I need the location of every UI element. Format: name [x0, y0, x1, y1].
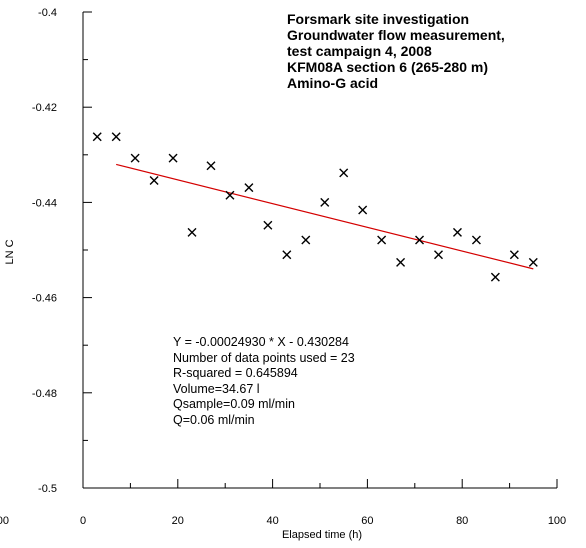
regression-line	[116, 163, 534, 270]
data-point	[130, 153, 140, 163]
r-squared: R-squared = 0.645894	[173, 366, 298, 380]
data-point	[225, 190, 235, 200]
data-point	[339, 168, 349, 178]
data-point	[415, 235, 425, 245]
x-tick-label: 60	[361, 515, 373, 527]
data-point	[263, 220, 273, 230]
data-point	[282, 250, 292, 260]
x-tick-label: 100	[548, 515, 566, 527]
regression-stats: Y = -0.00024930 * X - 0.430284 Number of…	[173, 335, 355, 428]
data-point-stroke	[282, 250, 292, 260]
data-point	[471, 235, 481, 245]
data-point-stroke	[187, 227, 197, 237]
volume: Volume=34.67 l	[173, 381, 260, 396]
data-point	[168, 153, 178, 163]
data-point-stroke	[434, 250, 443, 260]
data-point-stroke	[92, 132, 102, 142]
x-tick-label: 80	[456, 515, 468, 527]
y-tick-label: -0.44	[32, 197, 57, 209]
data-point	[244, 183, 254, 193]
data-point	[206, 161, 216, 171]
q-value: Q=0.06 ml/min	[173, 412, 255, 427]
data-point-stroke	[339, 168, 349, 178]
data-point-stroke	[263, 220, 273, 230]
data-point-stroke	[111, 132, 121, 142]
title-line: Amino-G acid	[287, 75, 379, 91]
data-point-stroke	[225, 190, 235, 200]
title-line: Forsmark site investigation	[287, 11, 470, 27]
x-tick-label: 20	[172, 515, 184, 527]
x-tick-label: 0	[80, 515, 86, 527]
data-point	[320, 197, 330, 207]
data-point-stroke	[490, 272, 500, 282]
y-tick-label: -0.4	[38, 7, 57, 19]
title-line: test campaign 4, 2008	[287, 43, 432, 59]
data-point-stroke	[168, 153, 178, 163]
data-point-stroke	[528, 257, 538, 267]
chart-title: Forsmark site investigation Groundwater …	[287, 11, 505, 91]
data-point	[396, 257, 406, 267]
data-point-stroke	[206, 161, 216, 171]
data-point-stroke	[377, 235, 387, 245]
data-point-stroke	[415, 235, 425, 245]
title-line: KFM08A section 6 (265-280 m)	[287, 59, 488, 75]
y-axis-label: LN C	[4, 239, 16, 264]
data-point-stroke	[301, 235, 311, 245]
data-point	[187, 227, 197, 237]
data-point-stroke	[149, 176, 159, 185]
data-points-used: Number of data points used = 23	[173, 350, 355, 365]
qsample: Qsample=0.09 ml/min	[173, 397, 295, 411]
data-point-stroke	[320, 197, 330, 207]
x-extra-tick-label: -100	[0, 515, 9, 527]
y-tick-label: -0.46	[32, 293, 57, 305]
data-point	[358, 205, 368, 215]
data-point-stroke	[471, 235, 481, 245]
data-point	[490, 272, 500, 282]
data-point-stroke	[358, 205, 368, 215]
data-point-stroke	[244, 183, 254, 193]
x-axis-label: Elapsed time (h)	[282, 529, 362, 541]
data-point-stroke	[130, 153, 140, 163]
data-point	[92, 132, 102, 142]
data-point	[434, 250, 443, 260]
data-point	[528, 257, 538, 267]
y-tick-label: -0.48	[32, 388, 57, 400]
data-point	[452, 227, 462, 237]
y-tick-label: -0.42	[32, 102, 57, 114]
data-point	[111, 132, 121, 142]
y-tick-label: -0.5	[38, 483, 57, 495]
data-point-stroke	[509, 250, 519, 260]
data-point	[149, 176, 159, 185]
data-point	[509, 250, 519, 260]
data-point	[377, 235, 387, 245]
regression-equation: Y = -0.00024930 * X - 0.430284	[173, 335, 349, 349]
data-point	[301, 235, 311, 245]
data-point-stroke	[396, 257, 406, 267]
title-line: Groundwater flow measurement,	[287, 27, 505, 43]
data-point-stroke	[452, 227, 462, 237]
x-tick-label: 40	[266, 515, 278, 527]
